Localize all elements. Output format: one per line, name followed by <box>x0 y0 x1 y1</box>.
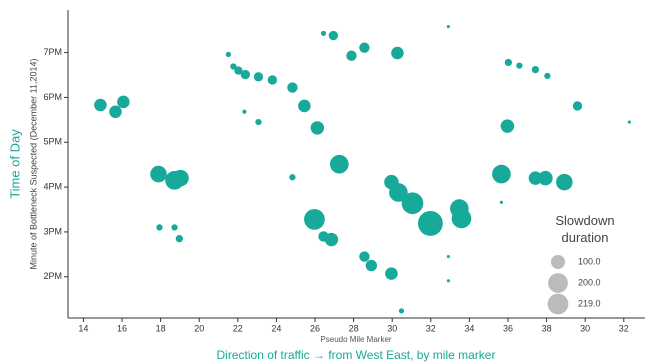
bubble <box>538 170 553 186</box>
legend-title: Slowdown duration <box>555 213 615 245</box>
x-tick-label: 16 <box>117 323 127 333</box>
bubble <box>150 165 167 183</box>
y-axis-label: Minute of Bottleneck Suspected (December… <box>28 59 38 270</box>
y-tick-label: 5PM <box>43 137 62 147</box>
y-tick-label: 6PM <box>43 92 62 102</box>
x-tick-label: 22 <box>233 323 243 333</box>
bubble <box>492 164 511 184</box>
bubble <box>627 120 631 124</box>
x-tick-label: 26 <box>310 323 320 333</box>
x-axis-title: Direction of traffic → from West East, b… <box>217 348 496 362</box>
bubble <box>385 267 398 280</box>
x-tick-label: 36 <box>503 323 513 333</box>
bubble <box>391 46 404 60</box>
x-tick-label: 34 <box>464 323 474 333</box>
x-tick-label: 32 <box>619 323 629 333</box>
bubble <box>225 51 231 58</box>
bubble <box>324 232 339 247</box>
bubble <box>117 95 130 109</box>
bubble <box>94 98 107 112</box>
bubble <box>516 62 523 69</box>
bubble <box>359 42 370 53</box>
bubble <box>304 209 325 230</box>
bubble <box>298 99 311 113</box>
bubble <box>346 50 357 61</box>
legend-label: 219.0 <box>578 298 601 308</box>
bubble <box>171 224 178 231</box>
bubble <box>572 101 583 111</box>
bubble <box>230 63 237 70</box>
y-tick-label: 4PM <box>43 181 62 191</box>
bubble <box>544 72 551 80</box>
bubble <box>528 171 543 185</box>
bubble <box>287 82 298 93</box>
bubble <box>359 251 370 262</box>
bubble <box>398 308 405 314</box>
x-tick-label: 30 <box>580 323 590 333</box>
x-tick-label: 32 <box>426 323 436 333</box>
bubble <box>109 105 122 119</box>
bubble <box>156 224 163 231</box>
bubble <box>504 58 513 67</box>
bubble <box>328 30 338 41</box>
y-tick-label: 3PM <box>43 226 62 236</box>
x-tick-label: 38 <box>542 323 552 333</box>
bubble <box>267 75 278 85</box>
bubble <box>417 210 443 236</box>
bubble <box>255 118 262 126</box>
bubble <box>234 66 243 75</box>
bubble <box>365 259 378 272</box>
x-tick-label: 24 <box>271 323 281 333</box>
bubble <box>175 235 183 243</box>
bubble <box>240 69 250 80</box>
legend-bubble <box>551 255 565 269</box>
y-tick-label: 2PM <box>43 271 62 281</box>
bubble <box>389 183 408 202</box>
bubble <box>253 72 264 82</box>
x-tick-label: 14 <box>78 323 88 333</box>
bubble <box>242 109 247 114</box>
bubble <box>172 169 189 187</box>
x-tick-label: 18 <box>156 323 166 333</box>
x-tick-label: 30 <box>387 323 397 333</box>
bubble <box>446 255 450 259</box>
y-tick-label: 7PM <box>43 47 62 57</box>
bubble <box>289 174 296 181</box>
x-axis-label: Pseudo Mile Marker <box>320 335 391 344</box>
bubble <box>531 65 540 74</box>
bubble <box>330 154 349 174</box>
bubble <box>451 208 472 229</box>
bubble <box>446 25 450 29</box>
legend-label: 100.0 <box>578 256 601 266</box>
bubble <box>320 30 327 36</box>
bubble <box>446 279 450 283</box>
legend-bubble <box>548 273 568 293</box>
legend-bubble <box>547 293 569 315</box>
bubble <box>310 121 325 135</box>
bubble <box>499 200 503 204</box>
bubble <box>401 192 424 215</box>
y-axis-title: Time of Day <box>7 129 22 199</box>
x-tick-label: 20 <box>194 323 204 333</box>
bubble <box>500 119 515 133</box>
x-tick-label: 28 <box>349 323 359 333</box>
legend-label: 200.0 <box>578 277 601 287</box>
bubble <box>556 173 573 191</box>
